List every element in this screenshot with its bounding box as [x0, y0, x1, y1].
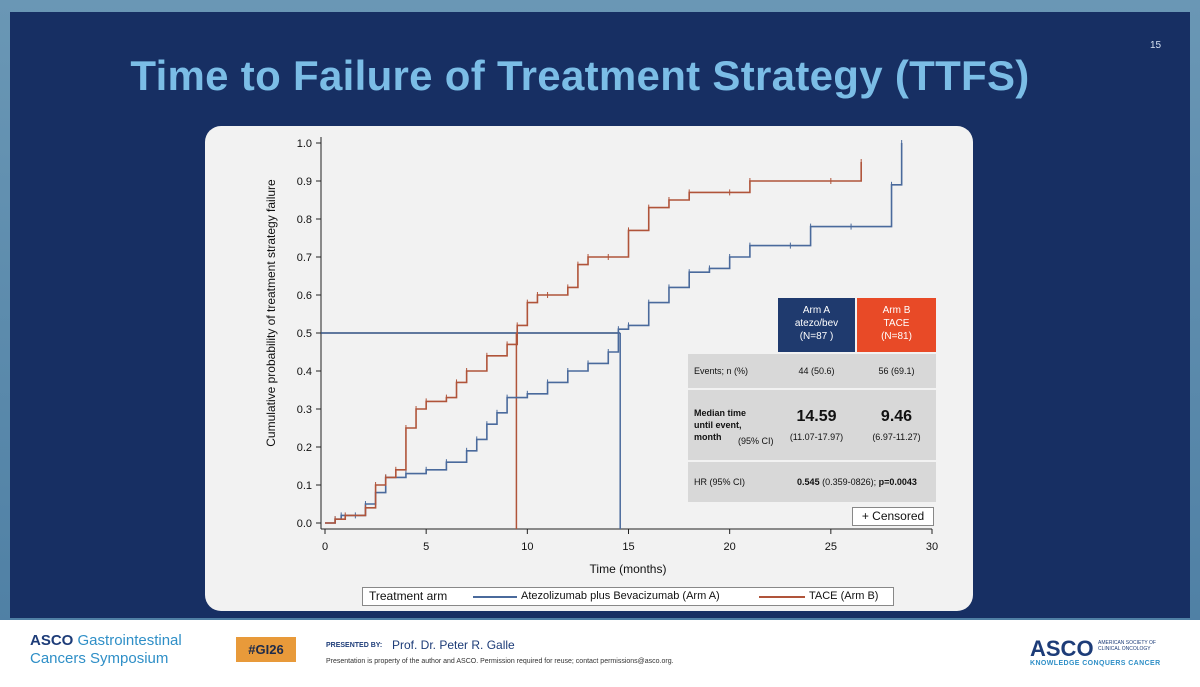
- x-axis-label: Time (months): [590, 562, 667, 576]
- y-tick-label: 0.3: [297, 404, 312, 416]
- hr-p-value: p=0.0043: [878, 477, 917, 487]
- header-arm-a-line: Arm A: [802, 305, 831, 316]
- events-arm-b: 56 (69.1): [878, 366, 915, 376]
- reference-lines: [321, 332, 621, 529]
- median-label-ci: (95% CI): [738, 436, 774, 446]
- y-tick-label: 0.7: [297, 252, 312, 264]
- x-tick-label: 0: [322, 541, 328, 553]
- y-tick-label: 0.6: [297, 290, 312, 302]
- median-label: Median time until event, month (95% CI): [688, 390, 776, 460]
- hr-label: HR (95% CI): [694, 477, 746, 487]
- median-arm-a-ci: (11.07-17.97): [789, 432, 844, 442]
- presented-by-label: PRESENTED BY:: [326, 642, 383, 649]
- asco-logo: ASCO: [1030, 636, 1094, 661]
- x-tick-label: 10: [521, 541, 533, 553]
- asco-full-name: AMERICAN SOCIETY OF CLINICAL ONCOLOGY: [1098, 640, 1156, 652]
- y-tick-label: 0.2: [297, 442, 312, 454]
- header-arm-a: Arm A atezo/bev (N=87 ): [778, 298, 855, 352]
- header-arm-b: Arm B TACE (N=81): [857, 298, 936, 352]
- footer-bar: [0, 620, 1200, 687]
- y-tick-label: 0.9: [297, 176, 312, 188]
- median-arm-b-value: 9.46: [880, 408, 913, 425]
- y-tick-label: 0.0: [297, 518, 312, 530]
- x-tick-label: 20: [724, 541, 736, 553]
- series-lines: [325, 140, 903, 524]
- presenter-name: Prof. Dr. Peter R. Galle: [392, 638, 515, 652]
- header-arm-a-line: (N=87 ): [799, 331, 834, 342]
- chart-legend: Treatment arm Atezolizumab plus Bevacizu…: [362, 587, 894, 606]
- asco-brand: ASCO: [30, 632, 74, 649]
- censored-legend: + Censored: [852, 507, 934, 526]
- y-tick-label: 0.5: [297, 328, 312, 340]
- slide-number: 15: [1150, 40, 1162, 51]
- event-line1: Gastrointestinal: [77, 632, 182, 649]
- table-row-hr: HR (95% CI) 0.545 (0.359-0826); p=0.0043: [688, 462, 936, 502]
- x-tick-label: 25: [825, 541, 837, 553]
- y-tick-label: 0.1: [297, 480, 312, 492]
- header-arm-a-line: atezo/bev: [794, 318, 839, 329]
- asco-event-logo-line1: ASCO Gastrointestinal: [30, 632, 182, 649]
- hr-value-ci: (0.359-0826);: [822, 477, 877, 487]
- table-row-median: Median time until event, month (95% CI) …: [688, 390, 936, 460]
- legend-label-arm-a: Atezolizumab plus Bevacizumab (Arm A): [521, 590, 720, 602]
- y-tick-label: 1.0: [297, 138, 312, 150]
- asco-tagline: KNOWLEDGE CONQUERS CANCER: [1030, 660, 1161, 667]
- median-arm-a-value: 14.59: [796, 408, 837, 425]
- events-label: Events; n (%): [694, 366, 749, 376]
- y-axis-label: Cumulative probability of treatment stra…: [264, 179, 278, 447]
- legend-swatch-arm-b: [759, 596, 805, 598]
- slide-title: Time to Failure of Treatment Strategy (T…: [130, 52, 1030, 99]
- median-label-bold: Median time until event, month: [694, 408, 747, 442]
- y-tick-label: 0.4: [297, 366, 312, 378]
- median-arm-b: 9.46 (6.97-11.27): [857, 390, 936, 460]
- results-table: Arm A atezo/bev (N=87 ) Arm B TACE (N=81) Ev…: [688, 298, 936, 502]
- header-arm-b-line: Arm B: [882, 305, 911, 316]
- legend-swatch-arm-a: [473, 596, 517, 598]
- event-line2: Cancers Symposium: [30, 650, 169, 667]
- header-arm-b-line: TACE: [883, 318, 910, 329]
- header-arm-b-line: (N=81): [881, 331, 912, 342]
- x-tick-label: 30: [926, 541, 938, 553]
- median-arm-a: 14.59 (11.07-17.97): [778, 390, 855, 460]
- table-row-events: Events; n (%) 44 (50.6) 56 (69.1): [688, 354, 936, 388]
- x-tick-label: 15: [622, 541, 634, 553]
- events-arm-a: 44 (50.6): [798, 366, 835, 376]
- median-arm-b-ci: (6.97-11.27): [872, 432, 921, 442]
- hashtag-badge: #GI26: [236, 637, 296, 662]
- permission-notice: Presentation is property of the author a…: [326, 658, 674, 665]
- hr-value-bold: 0.545: [797, 477, 820, 487]
- y-tick-label: 0.8: [297, 214, 312, 226]
- legend-title: Treatment arm: [369, 589, 448, 603]
- legend-label-arm-b: TACE (Arm B): [809, 590, 879, 602]
- x-tick-label: 5: [423, 541, 429, 553]
- hr-value: 0.545 (0.359-0826); p=0.0043: [778, 462, 936, 502]
